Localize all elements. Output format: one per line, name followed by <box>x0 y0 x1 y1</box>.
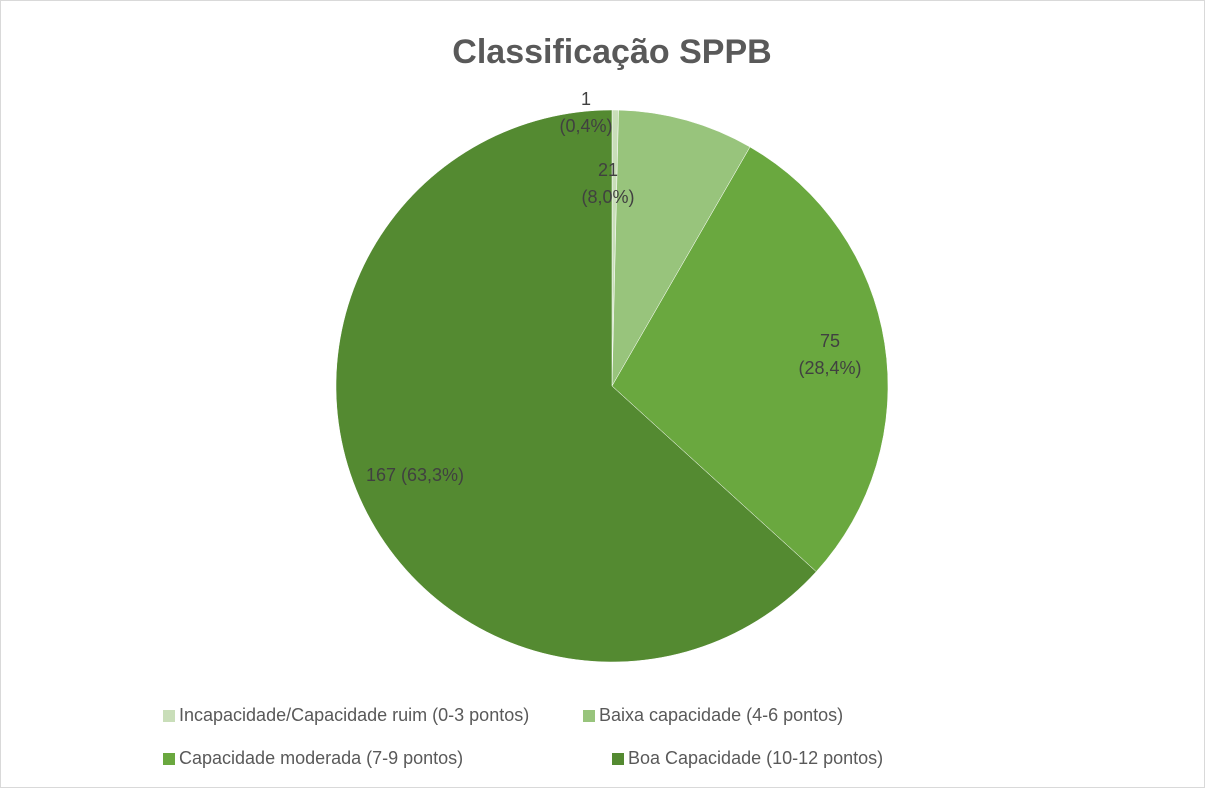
data-label: (28,4%) <box>798 358 861 378</box>
pie-slice <box>611 109 751 387</box>
pie-slice <box>611 146 889 573</box>
legend-label: Capacidade moderada (7-9 pontos) <box>179 748 463 768</box>
legend-swatch <box>612 753 624 765</box>
legend-swatch <box>583 710 595 722</box>
data-label: 75 <box>820 331 840 351</box>
legend-label: Boa Capacidade (10-12 pontos) <box>628 748 883 768</box>
legend-label: Baixa capacidade (4-6 pontos) <box>599 705 843 725</box>
data-label: (8,0%) <box>581 187 634 207</box>
chart-title: Classificação SPPB <box>452 33 771 71</box>
data-label: (0,4%) <box>559 116 612 136</box>
legend-label: Incapacidade/Capacidade ruim (0-3 pontos… <box>179 705 529 725</box>
pie-slice <box>335 109 817 663</box>
legend-swatch <box>163 753 175 765</box>
data-label: 21 <box>598 160 618 180</box>
data-label: 1 <box>581 89 591 109</box>
data-label: 167 (63,3%) <box>366 465 464 485</box>
legend-swatch <box>163 710 175 722</box>
